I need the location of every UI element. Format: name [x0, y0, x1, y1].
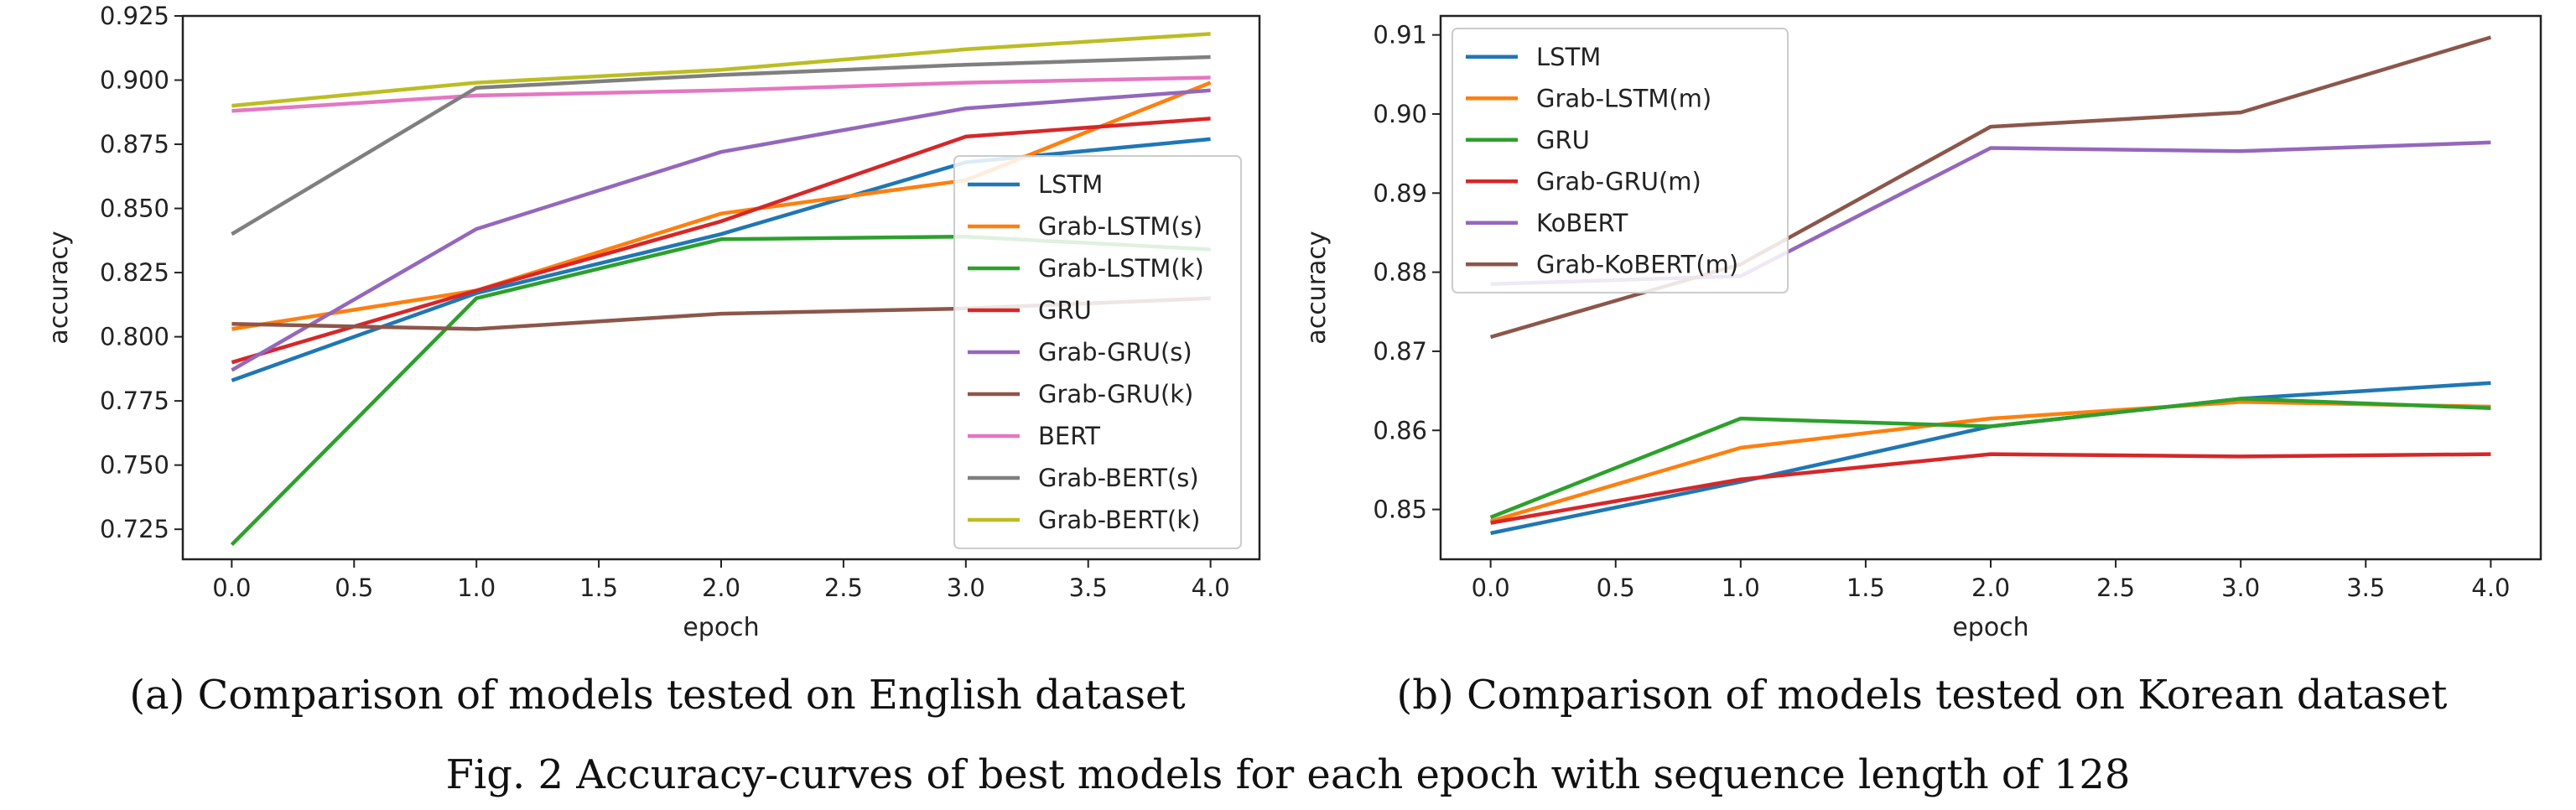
series-line-1: [231, 80, 1212, 331]
y-tick-label: 0.87: [1373, 337, 1427, 366]
x-tick-label: 3.0: [2221, 574, 2260, 602]
series-line-2: [1489, 397, 2491, 520]
legend-label-6: BERT: [1038, 422, 1100, 450]
legend-label-7: Grab-BERT(s): [1038, 464, 1199, 492]
y-tick-label: 0.925: [100, 2, 169, 30]
x-tick-label: 0.5: [335, 574, 373, 602]
x-tick-label: 3.5: [1069, 574, 1108, 602]
series-line-8: [231, 32, 1211, 108]
x-tick-label: 1.5: [579, 574, 618, 602]
x-tick-label: 4.0: [2471, 574, 2510, 602]
y-tick-label: 0.825: [100, 258, 169, 287]
legend-label-2: Grab-LSTM(k): [1038, 254, 1204, 283]
x-tick-label: 1.5: [1846, 574, 1885, 602]
legend-label-4: Grab-GRU(s): [1038, 338, 1192, 366]
panel-b-caption: (b) Comparison of models tested on Korea…: [1397, 672, 2448, 719]
legend-label-3: GRU: [1038, 296, 1092, 325]
series-line-3: [231, 117, 1211, 365]
series-line-0: [231, 137, 1211, 382]
y-tick-label: 0.90: [1373, 100, 1427, 128]
x-axis-label: epoch: [683, 613, 759, 642]
legend-label-3: Grab-GRU(m): [1536, 167, 1701, 195]
legend-label-2: GRU: [1536, 126, 1590, 154]
x-tick-label: 0.0: [1472, 574, 1510, 602]
x-tick-label: 4.0: [1192, 574, 1230, 602]
y-axis-label: accuracy: [44, 231, 74, 344]
legend-box: [1452, 28, 1789, 293]
figure-caption: Fig. 2 Accuracy-curves of best models fo…: [446, 751, 2131, 798]
y-tick-label: 0.800: [100, 323, 169, 351]
legend-label-8: Grab-BERT(k): [1038, 506, 1200, 534]
y-tick-label: 0.88: [1373, 258, 1427, 287]
chart-a: 0.0 0.5 1.0 1.5 2.0 2.5 3.0 3.5 4.0 0.725 0.750 0.7…: [44, 2, 1261, 642]
panel-a-caption: (a) Comparison of models tested on Engli…: [129, 672, 1185, 719]
legend-label-5: Grab-KoBERT(m): [1536, 250, 1738, 278]
y-tick-label: 0.91: [1373, 21, 1427, 49]
x-tick-label: 1.0: [1722, 574, 1760, 602]
chart-b: 0.0 0.5 1.0 1.5 2.0 2.5 3.0 3.5 4.0 0.85 0.86 0.87 0…: [1302, 14, 2542, 642]
x-tick-label: 0.5: [1597, 574, 1635, 602]
legend-label-5: Grab-GRU(k): [1038, 380, 1193, 408]
legend-label-1: Grab-LSTM(m): [1536, 84, 1711, 112]
legend-label-0: LSTM: [1536, 43, 1601, 71]
legend-box: [953, 155, 1242, 549]
y-tick-label: 0.775: [100, 387, 169, 415]
y-tick-label: 0.850: [100, 195, 169, 223]
legend-label-0: LSTM: [1038, 170, 1103, 199]
y-tick-label: 0.900: [100, 66, 169, 95]
y-tick-label: 0.85: [1373, 496, 1427, 524]
x-tick-label: 2.0: [1971, 574, 2010, 602]
series-line-7: [231, 55, 1211, 236]
x-tick-label: 2.5: [824, 574, 863, 602]
x-axis-label: epoch: [1952, 613, 2028, 642]
x-tick-label: 0.0: [212, 574, 251, 602]
y-tick-label: 0.725: [100, 515, 169, 543]
x-tick-label: 1.0: [457, 574, 496, 602]
series-line-3: [1490, 452, 2491, 525]
legend-label-1: Grab-LSTM(s): [1038, 212, 1202, 241]
x-tick-label: 2.5: [2096, 574, 2135, 602]
x-tick-label: 2.0: [702, 574, 740, 602]
series-line-6: [231, 75, 1211, 113]
legend-label-4: KoBERT: [1536, 209, 1628, 237]
y-tick-label: 0.89: [1373, 179, 1427, 207]
x-tick-label: 3.5: [2346, 574, 2385, 602]
x-tick-label: 3.0: [947, 574, 985, 602]
y-tick-label: 0.750: [100, 451, 169, 480]
y-tick-label: 0.86: [1373, 416, 1427, 444]
y-tick-label: 0.875: [100, 130, 169, 158]
series-line-4: [231, 88, 1211, 372]
y-axis-label: accuracy: [1302, 231, 1332, 344]
